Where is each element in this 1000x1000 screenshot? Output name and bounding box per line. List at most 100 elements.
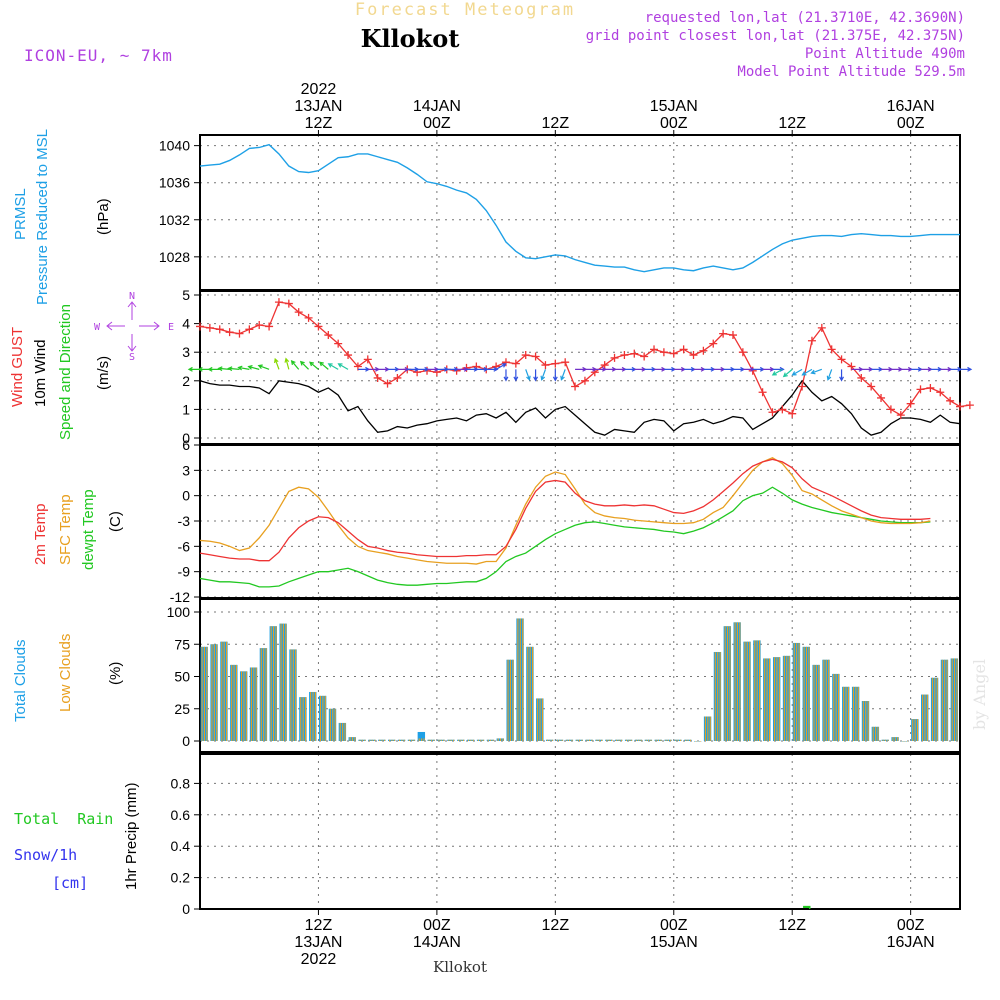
- low-clouds-bar: [371, 739, 373, 741]
- low-clouds-bar: [798, 642, 800, 741]
- low-clouds-bar: [566, 739, 568, 741]
- low-clouds-bar: [882, 739, 884, 741]
- wind-gust-marker: [255, 321, 264, 330]
- precipitation-ytick-label: 0.2: [171, 870, 191, 886]
- wind-gust-marker: [600, 361, 609, 370]
- low-clouds-bar: [638, 739, 640, 741]
- wind-gust-marker: [650, 345, 659, 354]
- low-clouds-bar: [768, 658, 770, 741]
- low-clouds-bar: [453, 739, 455, 741]
- wind-direction-arrow: [377, 366, 390, 372]
- temperature-ytick-label: 3: [182, 462, 190, 478]
- low-clouds-bar: [680, 739, 682, 741]
- low-clouds-bar: [699, 741, 701, 742]
- wind-gust-line: [199, 301, 970, 416]
- wind-direction-arrow: [960, 366, 973, 372]
- low-clouds-bar: [428, 739, 430, 741]
- wind-gust-marker: [274, 298, 283, 307]
- temp-sfc-label: SFC Temp: [57, 494, 74, 565]
- bottom-time-label: 12Z: [305, 917, 333, 934]
- low-clouds-bar: [211, 644, 213, 741]
- wind-gust-marker: [946, 396, 955, 405]
- wind-gust-marker: [669, 349, 678, 358]
- low-clouds-bar: [818, 664, 820, 741]
- low-clouds-bar: [383, 739, 386, 741]
- wind-gust-marker: [807, 336, 816, 345]
- wind-direction-arrow: [703, 366, 716, 372]
- low-clouds-bar: [361, 739, 363, 741]
- wind-direction-arrow: [284, 357, 290, 370]
- wind-gust-marker: [906, 399, 915, 408]
- low-clouds-bar: [813, 664, 815, 741]
- wind-labels: Wind GUST 10m Wind Speed and Direction (…: [9, 304, 112, 440]
- total-clouds-label: Total Clouds: [12, 639, 29, 722]
- info-line-2: grid point closest lon,lat (21.375E, 42.…: [586, 28, 965, 44]
- wind-gust-marker: [580, 376, 589, 385]
- low-clouds-bar: [884, 739, 887, 741]
- low-clouds-bar: [344, 722, 346, 741]
- low-clouds-bar: [843, 686, 845, 741]
- wind-gust-marker: [827, 345, 836, 354]
- low-clouds-bar: [591, 739, 593, 741]
- chart-layers: 1028103210361040012345-12-9-6-3036025507…: [159, 81, 974, 968]
- clouds-ytick-label: 25: [174, 701, 190, 717]
- low-clouds-bar: [302, 697, 304, 741]
- info-line-1: requested lon,lat (21.3710E, 42.3690N): [645, 10, 965, 26]
- low-clouds-bar: [912, 719, 914, 741]
- wind-gust-marker: [748, 366, 757, 375]
- low-clouds-bar: [265, 648, 267, 741]
- wind-direction-arrow: [920, 366, 933, 372]
- watermark: by Angel: [970, 659, 989, 730]
- low-clouds-bar: [260, 648, 262, 741]
- low-clouds-bar: [865, 701, 867, 741]
- wind-direction-arrow: [560, 369, 566, 381]
- wind-direction-arrow: [227, 366, 240, 372]
- wind-direction-arrow: [673, 366, 687, 372]
- wind-direction-arrow: [810, 368, 823, 375]
- top-time-label: 00Z: [897, 115, 925, 132]
- low-clouds-bar: [359, 739, 361, 741]
- low-clouds-bar: [630, 739, 632, 741]
- wind-gust-marker: [886, 405, 895, 414]
- low-clouds-bar: [349, 737, 351, 741]
- pressure-ytick-label: 1032: [159, 212, 190, 228]
- wind-direction-arrow: [890, 366, 904, 372]
- wind-gust-marker: [334, 339, 343, 348]
- wind-gust-marker: [423, 366, 432, 375]
- precipitation-frame: [199, 753, 961, 910]
- low-clouds-bar: [823, 659, 825, 741]
- low-clouds-bar: [507, 659, 509, 741]
- bottom-time-label: 12Z: [778, 917, 806, 934]
- low-clouds-bar: [904, 741, 906, 742]
- precipitation-ytick-label: 0.8: [171, 775, 191, 791]
- wind-direction-arrow: [713, 366, 726, 372]
- precip-labels: Total Rain Snow/1h [cm] 1hr Precip (mm): [14, 782, 140, 892]
- bottom-time-label: 00Z: [660, 917, 688, 934]
- low-clouds-bar: [403, 739, 405, 741]
- wind-direction-arrow: [839, 369, 845, 382]
- low-clouds-bar: [253, 667, 255, 741]
- wind-gust-marker: [245, 325, 254, 334]
- low-clouds-bar: [413, 739, 415, 741]
- low-clouds-bar: [773, 657, 776, 741]
- bottom-time-label: 13JAN: [294, 934, 342, 951]
- low-clouds-bar: [887, 739, 889, 741]
- low-clouds-bar: [458, 739, 460, 741]
- low-clouds-bar: [522, 618, 524, 741]
- low-clouds-bar: [739, 622, 741, 741]
- top-time-label: 16JAN: [887, 98, 935, 115]
- wind-gust-marker: [265, 322, 274, 331]
- wind-gust-marker: [630, 349, 639, 358]
- low-clouds-bar: [448, 739, 450, 741]
- low-clouds-bar: [305, 697, 307, 741]
- low-clouds-bar: [744, 641, 746, 741]
- wind-gust-marker: [571, 382, 580, 391]
- wind-gust-marker: [788, 409, 797, 418]
- wind-direction-arrow: [357, 366, 371, 372]
- wind-gust-marker: [620, 351, 629, 360]
- wind-direction-arrow: [762, 366, 775, 372]
- low-clouds-bar: [354, 737, 356, 741]
- temperature-ytick-label: -6: [178, 538, 191, 554]
- low-clouds-bar: [512, 659, 514, 741]
- pressure-labels: PRMSL Pressure Reduced to MSL (hPa): [12, 129, 112, 305]
